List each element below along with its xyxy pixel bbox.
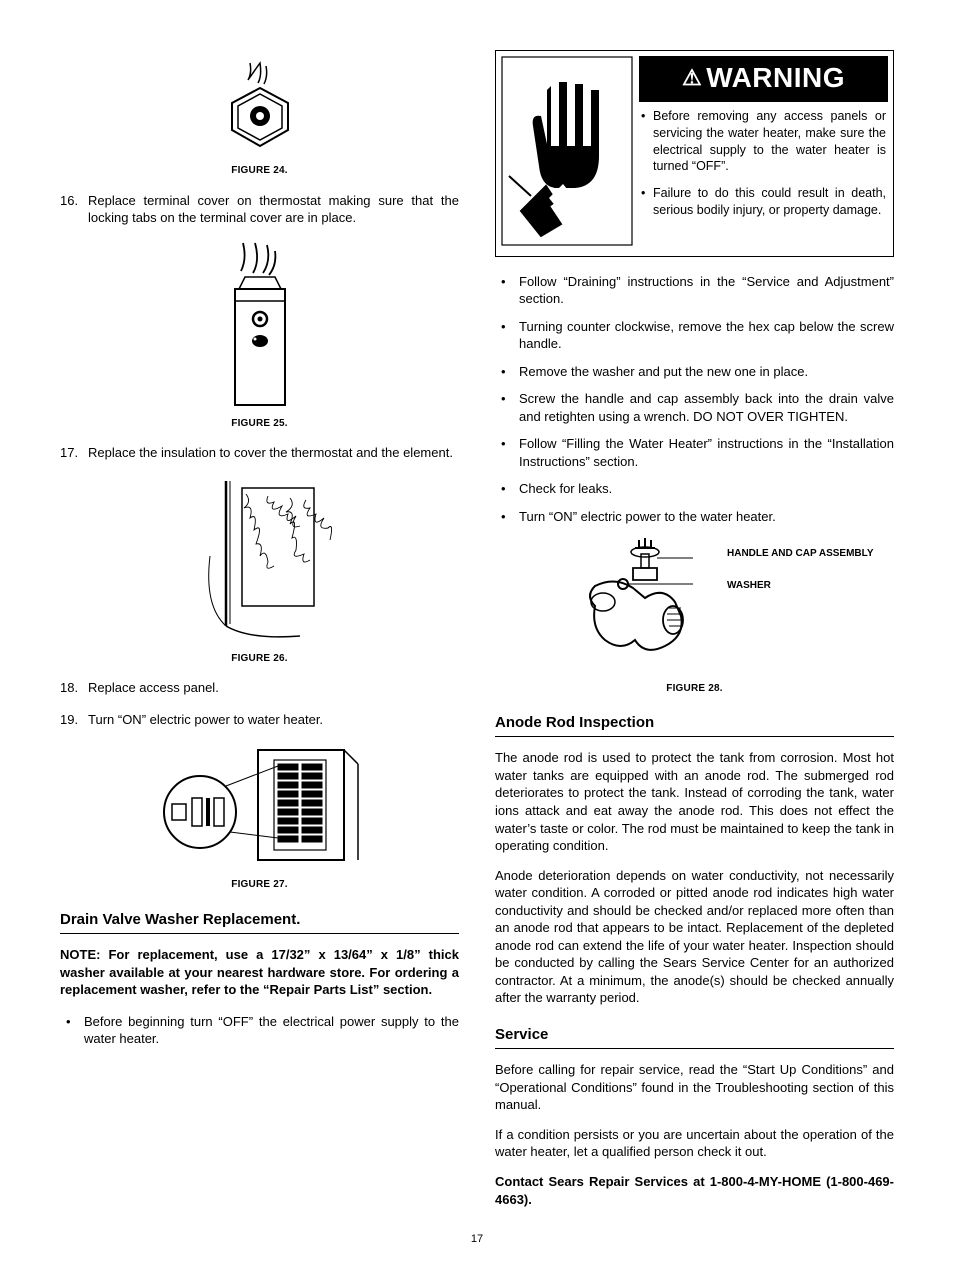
- step-number: 17.: [60, 444, 88, 462]
- bullet-text: Follow “Draining” instructions in the “S…: [519, 273, 894, 308]
- bullet-item: •Follow “Draining” instructions in the “…: [495, 273, 894, 308]
- fig28-label-handle: HANDLE AND CAP ASSEMBLY: [727, 548, 874, 559]
- step-text: Replace the insulation to cover the ther…: [88, 444, 459, 462]
- figure-26: [60, 476, 459, 646]
- step-list-1: 16. Replace terminal cover on thermostat…: [60, 192, 459, 227]
- service-contact: Contact Sears Repair Services at 1-800-4…: [495, 1173, 894, 1208]
- anode-paragraph-2: Anode deterioration depends on water con…: [495, 867, 894, 1007]
- drain-valve-heading: Drain Valve Washer Replacement.: [60, 910, 459, 934]
- step-text: Turn “ON” electric power to water heater…: [88, 711, 459, 729]
- instruction-bullets: •Follow “Draining” instructions in the “…: [495, 273, 894, 526]
- bullet-item: •Turning counter clockwise, remove the h…: [495, 318, 894, 353]
- anode-paragraph-1: The anode rod is used to protect the tan…: [495, 749, 894, 854]
- thermostat-cover-icon: [205, 241, 315, 411]
- figure-25: [60, 241, 459, 411]
- step-number: 18.: [60, 679, 88, 697]
- warning-bullet: •Failure to do this could result in deat…: [641, 185, 886, 219]
- step-text: Replace terminal cover on thermostat mak…: [88, 192, 459, 227]
- warning-text: Failure to do this could result in death…: [653, 185, 886, 219]
- figure-27: [60, 742, 459, 872]
- bullet-item: • Before beginning turn “OFF” the electr…: [60, 1013, 459, 1048]
- bullet-text: Remove the washer and put the new one in…: [519, 363, 894, 381]
- service-paragraph-2: If a condition persists or you are uncer…: [495, 1126, 894, 1161]
- warning-header: ⚠WARNING: [639, 56, 888, 102]
- bullet-item: •Check for leaks.: [495, 480, 894, 498]
- warning-text: Before removing any access panels or ser…: [653, 108, 886, 176]
- step-list-3: 18. Replace access panel. 19. Turn “ON” …: [60, 679, 459, 728]
- step-list-2: 17. Replace the insulation to cover the …: [60, 444, 459, 462]
- bullet-text: Screw the handle and cap assembly back i…: [519, 390, 894, 425]
- step-17: 17. Replace the insulation to cover the …: [60, 444, 459, 462]
- figure-28: HANDLE AND CAP ASSEMBLY WASHER: [495, 536, 894, 676]
- bullet-text: Turn “ON” electric power to the water he…: [519, 508, 894, 526]
- page-number: 17: [60, 1232, 894, 1247]
- step-text: Replace access panel.: [88, 679, 459, 697]
- warning-title: WARNING: [706, 62, 845, 93]
- bullet-item: •Turn “ON” electric power to the water h…: [495, 508, 894, 526]
- service-heading: Service: [495, 1025, 894, 1049]
- bullet-item: •Screw the handle and cap assembly back …: [495, 390, 894, 425]
- left-column: FIGURE 24. 16. Replace terminal cover on…: [60, 50, 459, 1208]
- step-16: 16. Replace terminal cover on thermostat…: [60, 192, 459, 227]
- insulation-panel-icon: [180, 476, 340, 646]
- figure-24-caption: FIGURE 24.: [60, 164, 459, 178]
- bullet-item: •Follow “Filling the Water Heater” instr…: [495, 435, 894, 470]
- warning-bullet: •Before removing any access panels or se…: [641, 108, 886, 176]
- drain-valve-bullets: • Before beginning turn “OFF” the electr…: [60, 1013, 459, 1048]
- step-number: 19.: [60, 711, 88, 729]
- figure-24: [60, 58, 459, 158]
- step-18: 18. Replace access panel.: [60, 679, 459, 697]
- figure-25-caption: FIGURE 25.: [60, 417, 459, 431]
- warning-triangle-icon: ⚠: [682, 65, 702, 90]
- figure-27-caption: FIGURE 27.: [60, 878, 459, 892]
- bullet-dot: •: [60, 1013, 84, 1048]
- warning-bullets: •Before removing any access panels or se…: [639, 108, 888, 233]
- service-paragraph-1: Before calling for repair service, read …: [495, 1061, 894, 1114]
- breaker-panel-icon: [150, 742, 370, 872]
- figure-26-caption: FIGURE 26.: [60, 652, 459, 666]
- drain-valve-note: NOTE: For replacement, use a 17/32” x 13…: [60, 946, 459, 999]
- anode-heading: Anode Rod Inspection: [495, 713, 894, 737]
- thermostat-hex-icon: [210, 58, 310, 158]
- bullet-text: Check for leaks.: [519, 480, 894, 498]
- fig28-label-washer: WASHER: [727, 580, 771, 591]
- warning-box: ⚠WARNING •Before removing any access pan…: [495, 50, 894, 257]
- bullet-text: Follow “Filling the Water Heater” instru…: [519, 435, 894, 470]
- two-column-layout: FIGURE 24. 16. Replace terminal cover on…: [60, 50, 894, 1208]
- step-19: 19. Turn “ON” electric power to water he…: [60, 711, 459, 729]
- figure-28-caption: FIGURE 28.: [495, 682, 894, 696]
- right-column: ⚠WARNING •Before removing any access pan…: [495, 50, 894, 1208]
- step-number: 16.: [60, 192, 88, 227]
- bullet-text: Before beginning turn “OFF” the electric…: [84, 1013, 459, 1048]
- bullet-text: Turning counter clockwise, remove the he…: [519, 318, 894, 353]
- bullet-item: •Remove the washer and put the new one i…: [495, 363, 894, 381]
- warning-hand-icon: [501, 56, 633, 251]
